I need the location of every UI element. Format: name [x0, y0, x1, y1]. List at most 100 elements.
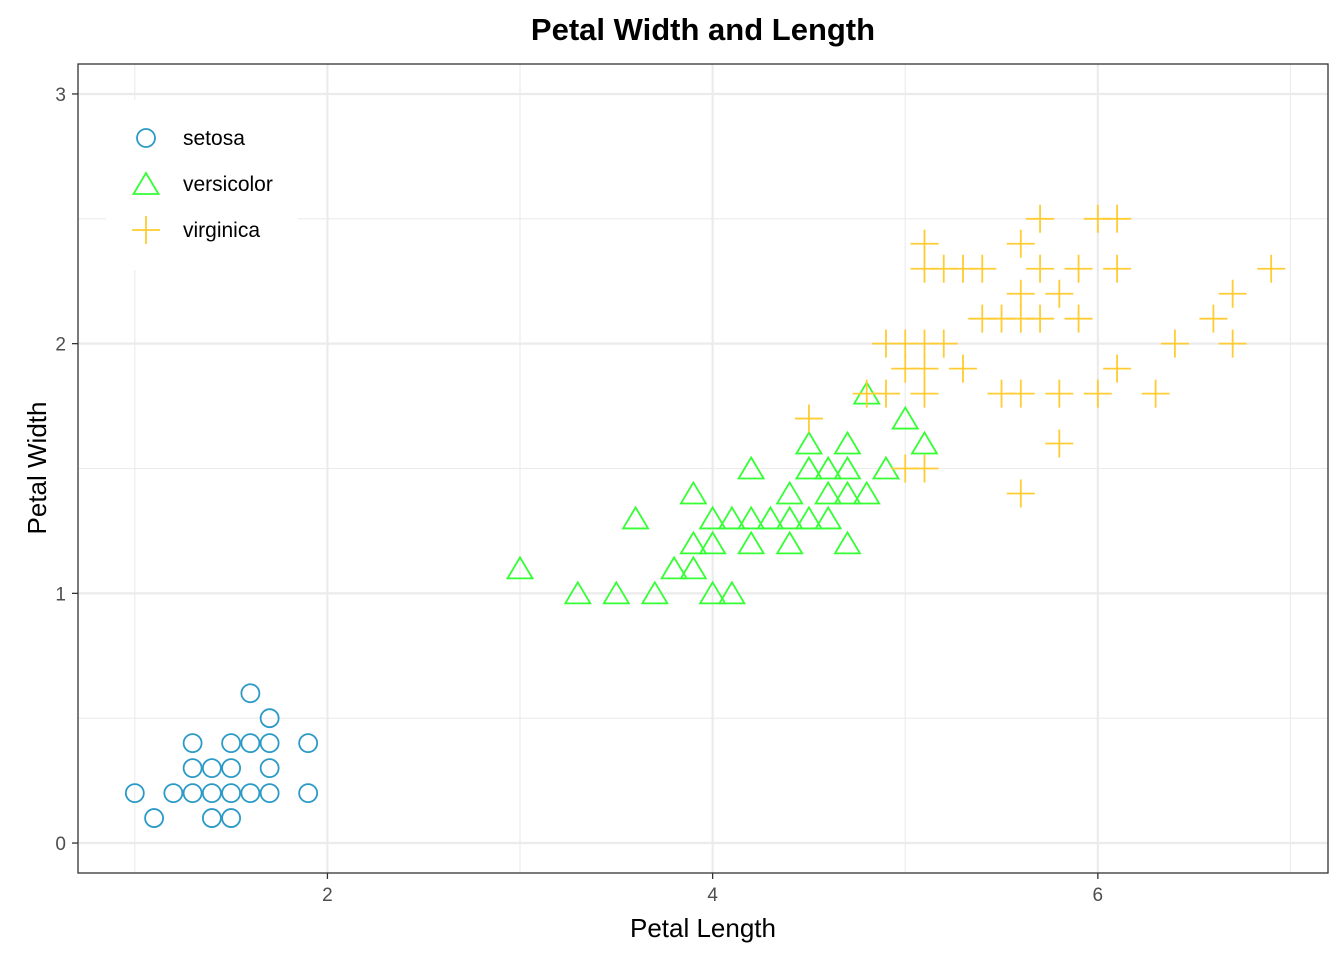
data-point-virginica: [1064, 254, 1093, 283]
plot-panel: [77, 63, 1329, 874]
data-point-virginica: [1026, 254, 1055, 283]
data-point-versicolor: [814, 455, 843, 480]
data-point-versicolor: [814, 505, 843, 530]
data-point-setosa: [144, 808, 164, 828]
data-point-versicolor: [833, 430, 862, 455]
data-point-versicolor: [602, 580, 631, 605]
data-point-virginica: [1103, 254, 1132, 283]
data-point-setosa: [240, 733, 261, 754]
x-tick-label: 2: [322, 885, 333, 906]
data-point-setosa: [259, 708, 280, 729]
grid-major: [78, 64, 1328, 873]
data-point-versicolor: [775, 530, 804, 555]
data-point-versicolor: [833, 455, 862, 480]
data-point-versicolor: [756, 505, 785, 530]
data-point-virginica: [1045, 279, 1074, 308]
data-point-virginica: [929, 329, 958, 358]
data-point-setosa: [221, 758, 242, 779]
data-point-versicolor: [737, 530, 766, 555]
data-point-setosa: [201, 808, 222, 828]
data-point-versicolor: [775, 480, 804, 505]
data-point-virginica: [968, 254, 997, 283]
data-point-versicolor: [891, 405, 920, 430]
data-point-virginica: [910, 454, 939, 483]
data-point-versicolor: [698, 505, 727, 530]
data-point-versicolor: [794, 505, 824, 530]
data-point-setosa: [221, 808, 242, 828]
data-point-virginica: [910, 354, 939, 383]
data-point-versicolor: [679, 530, 708, 555]
data-point-versicolor: [833, 480, 862, 505]
data-point-versicolor: [775, 505, 804, 530]
data-point-versicolor: [717, 505, 746, 530]
data-point-virginica: [1045, 429, 1074, 458]
data-point-virginica: [949, 354, 978, 383]
data-point-virginica: [1103, 204, 1132, 233]
data-point-virginica: [1218, 279, 1247, 308]
y-tick-label: 2: [55, 335, 66, 356]
data-point-versicolor: [563, 580, 592, 605]
data-point-setosa: [259, 758, 280, 779]
y-tick-label: 1: [55, 584, 66, 605]
data-point-versicolor: [505, 555, 535, 580]
data-point-setosa: [240, 683, 261, 704]
data-point-virginica: [1160, 329, 1189, 358]
data-point-virginica: [1026, 304, 1055, 333]
x-axis-title: Petal Length: [630, 913, 776, 943]
data-point-setosa: [182, 783, 203, 803]
data-point-virginica: [1199, 304, 1228, 333]
data-point-virginica: [910, 229, 939, 258]
panel-border: [77, 63, 1329, 874]
x-tick-label: 6: [1093, 885, 1104, 906]
data-point-versicolor: [698, 580, 727, 605]
data-point-setosa: [298, 733, 319, 754]
data-point-versicolor: [794, 430, 824, 455]
data-point-virginica: [1006, 379, 1035, 408]
data-point-versicolor: [660, 555, 689, 580]
data-point-versicolor: [910, 430, 939, 455]
data-point-virginica: [1064, 304, 1093, 333]
data-point-virginica: [1218, 329, 1247, 358]
data-point-versicolor: [852, 480, 881, 505]
data-point-versicolor: [794, 455, 824, 480]
data-point-virginica: [1006, 479, 1035, 508]
data-points: [124, 204, 1286, 828]
legend-key-versicolor: [131, 171, 161, 195]
data-point-virginica: [1006, 229, 1035, 258]
chart-title: Petal Width and Length: [531, 12, 875, 47]
data-point-setosa: [201, 783, 222, 803]
data-point-virginica: [1083, 379, 1112, 408]
data-point-versicolor: [737, 455, 766, 480]
legend-key-setosa: [136, 128, 156, 148]
x-axis: 2 4 6: [322, 873, 1103, 906]
data-point-setosa: [124, 783, 145, 803]
data-point-virginica: [794, 404, 823, 433]
y-axis-title: Petal Width: [22, 402, 52, 535]
legend-label-versicolor: versicolor: [183, 173, 273, 196]
data-point-setosa: [240, 783, 261, 803]
data-point-versicolor: [679, 480, 708, 505]
y-tick-label: 0: [55, 834, 66, 855]
data-point-setosa: [182, 733, 203, 754]
legend-label-setosa: setosa: [183, 127, 245, 150]
data-point-setosa: [182, 758, 203, 779]
data-point-versicolor: [621, 505, 650, 530]
data-point-virginica: [1141, 379, 1170, 408]
data-point-setosa: [259, 733, 280, 754]
data-point-versicolor: [679, 555, 708, 580]
data-point-virginica: [1257, 254, 1286, 283]
data-point-virginica: [871, 379, 900, 408]
legend: setosa versicolor virginica: [106, 100, 298, 270]
data-point-setosa: [221, 783, 242, 803]
data-point-virginica: [910, 379, 939, 408]
data-point-versicolor: [737, 505, 766, 530]
data-point-setosa: [201, 758, 222, 779]
data-point-versicolor: [698, 530, 727, 555]
data-point-virginica: [1026, 204, 1055, 233]
data-point-versicolor: [717, 580, 746, 605]
data-point-versicolor: [640, 580, 669, 605]
data-point-setosa: [298, 783, 319, 803]
data-point-virginica: [1045, 379, 1074, 408]
data-point-versicolor: [833, 530, 862, 555]
